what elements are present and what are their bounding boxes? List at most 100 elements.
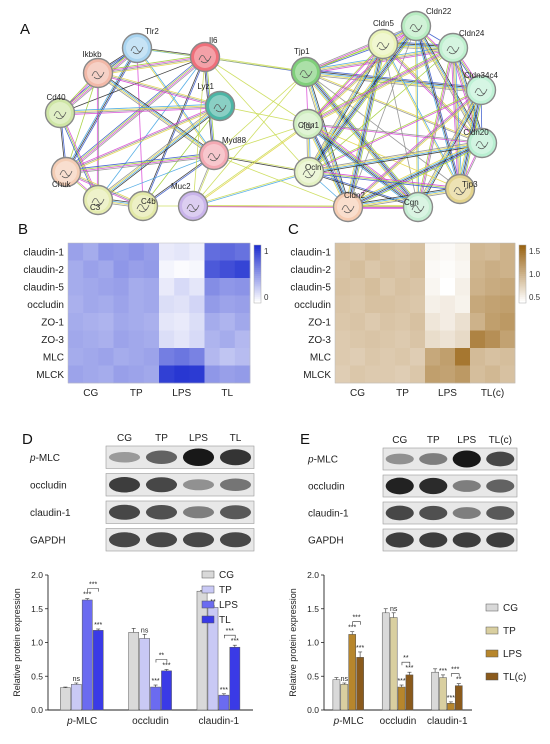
network-edge	[306, 71, 350, 207]
heatmap-cell	[455, 243, 471, 261]
heatmap-cell	[485, 313, 501, 331]
heatmap-cell	[128, 365, 145, 384]
heatmap-cell	[83, 295, 99, 314]
heatmap-cell	[395, 260, 411, 279]
legend-swatch	[485, 649, 499, 658]
heatmap-cell	[128, 295, 145, 314]
network-edge	[305, 124, 347, 209]
node-label: C4b	[141, 197, 156, 206]
legend-label: TL	[219, 615, 231, 626]
node-circle	[127, 190, 159, 222]
network-edge	[306, 49, 454, 75]
legend-swatch	[485, 603, 499, 612]
heatmap-cell	[335, 260, 351, 279]
protein-structure-icon	[341, 205, 355, 214]
heatmap-cell	[395, 348, 411, 366]
bracket-label: **	[403, 655, 409, 662]
network-edge	[418, 48, 455, 208]
heatmap-cell	[350, 330, 366, 349]
heatmap-cell	[234, 260, 251, 279]
heatmap-row-label: occludin	[27, 300, 64, 311]
legend-gradient-step	[519, 289, 526, 292]
blot-band	[108, 451, 141, 463]
network-edge	[60, 106, 221, 115]
blot-band	[419, 532, 448, 548]
protein-structure-icon	[198, 55, 212, 64]
network-edge	[192, 56, 206, 207]
blot-row-label: claudin-1	[30, 508, 71, 519]
heatmap-cell	[350, 278, 366, 296]
protein-structure-icon	[130, 46, 144, 55]
panel-letter-d: D	[22, 431, 33, 448]
heatmap-cell	[113, 295, 129, 314]
heatmap-cell	[485, 260, 501, 279]
network-edge	[308, 122, 483, 143]
blot-band	[145, 450, 178, 465]
heatmap-cell	[128, 278, 145, 296]
legend-swatch	[201, 585, 215, 594]
legend-label: LPS	[219, 600, 238, 611]
network-edge	[415, 26, 482, 144]
bracket-label: ***	[89, 582, 97, 589]
heatmap-cell	[395, 295, 411, 314]
heatmap-cell	[485, 295, 501, 314]
bar-cg	[196, 590, 208, 711]
ppi-network: Tlr2 Il6 Ikbkb Cd40 Lyz1 Myd88 Chuk C3 C4b Muc2 Tj…	[44, 7, 498, 223]
significance-label: ***	[162, 663, 170, 670]
heatmap-cell	[335, 365, 351, 384]
panel-letter-e: E	[300, 431, 310, 448]
heatmap-cell	[335, 243, 351, 261]
heatmap-cell	[455, 295, 471, 314]
node-circle	[44, 97, 76, 129]
blot-band	[452, 507, 481, 519]
network-edge	[65, 56, 205, 172]
network-edge	[308, 43, 383, 172]
heatmap-cell	[410, 278, 426, 296]
blot-band	[219, 478, 252, 492]
network-edge	[306, 125, 417, 210]
significance-label: ***	[439, 668, 447, 675]
network-node-cldn34c4: Cldn34c4	[464, 71, 498, 106]
heatmap-cell	[410, 260, 426, 279]
significance-bracket	[224, 634, 236, 639]
legend-gradient-step	[519, 279, 526, 283]
heatmap-cell	[174, 260, 190, 279]
heatmap-cell	[68, 313, 84, 331]
protein-structure-icon	[299, 70, 313, 79]
heatmap-cell	[470, 278, 486, 296]
legend-gradient-step	[519, 262, 526, 265]
network-edge	[143, 57, 206, 207]
significance-label: ***	[356, 645, 364, 652]
protein-structure-icon	[59, 170, 73, 179]
protein-structure-icon	[475, 141, 489, 150]
heatmap-cell	[365, 365, 381, 384]
heatmap-row-label: claudin-1	[23, 247, 64, 258]
heatmap-cell	[68, 295, 84, 314]
bar-tp	[70, 684, 82, 711]
legend-border	[518, 244, 527, 304]
network-edge	[419, 90, 484, 209]
network-edge	[308, 171, 461, 190]
blot-band	[219, 505, 252, 520]
legend-gradient-step	[519, 258, 526, 261]
bracket-label: ***	[352, 615, 360, 622]
heatmap-cell	[380, 330, 396, 349]
network-edge	[97, 55, 205, 73]
blot-band	[385, 532, 414, 548]
y-tick-label: 0.5	[31, 671, 43, 681]
heatmap-cell	[189, 365, 205, 384]
protein-structure-icon	[376, 42, 390, 51]
blot-band	[219, 449, 252, 466]
legend-gradient-step	[254, 293, 261, 296]
bar-tp	[139, 638, 150, 711]
network-edge	[416, 47, 453, 207]
heatmap-cell	[335, 278, 351, 296]
heatmap-cell	[98, 348, 114, 366]
bar-lps	[447, 703, 455, 711]
node-highlight	[49, 102, 71, 124]
heatmap-cell	[350, 260, 366, 279]
network-node-ocln: Ocln	[293, 156, 325, 188]
legend-gradient-step	[519, 264, 526, 267]
network-edge	[66, 58, 207, 174]
node-circle	[444, 173, 476, 205]
